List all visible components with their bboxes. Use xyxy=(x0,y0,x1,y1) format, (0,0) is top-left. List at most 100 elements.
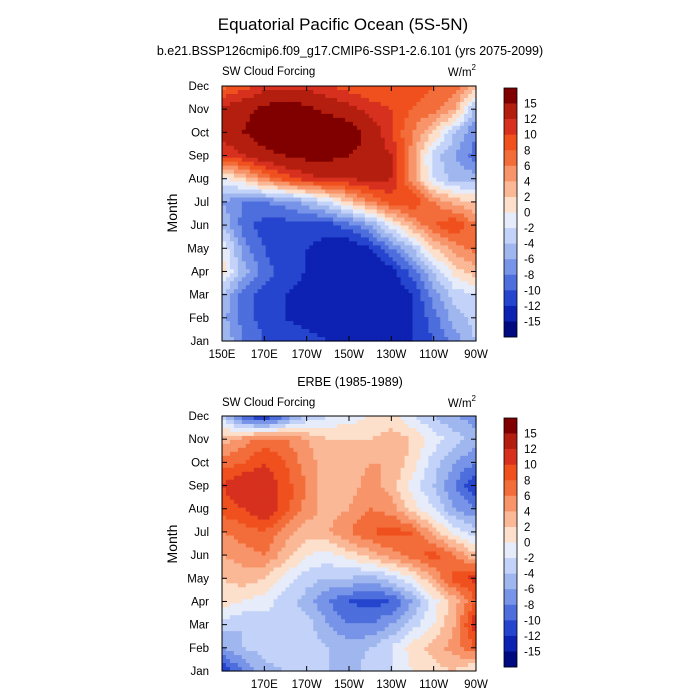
heatmap-cell xyxy=(444,201,449,207)
heatmap-cell xyxy=(273,431,279,437)
heatmap-cell xyxy=(368,261,374,266)
heatmap-cell xyxy=(416,265,422,270)
heatmap-cell xyxy=(329,333,334,338)
heatmap-cell xyxy=(372,305,378,310)
heatmap-cell xyxy=(337,257,342,262)
heatmap-cell xyxy=(345,427,350,433)
heatmap-cell xyxy=(301,309,306,314)
heatmap-cell xyxy=(233,245,239,250)
heatmap-cell xyxy=(237,165,243,171)
heatmap-cell xyxy=(404,439,410,445)
heatmap-cell xyxy=(396,321,402,326)
heatmap-cell xyxy=(444,277,449,282)
heatmap-cell xyxy=(448,435,453,441)
heatmap-cell xyxy=(349,285,354,290)
heatmap-cell xyxy=(448,86,453,91)
heatmap-cell xyxy=(277,189,283,195)
heatmap-cell xyxy=(432,86,437,91)
colorbar-label: -4 xyxy=(524,239,535,251)
heatmap-cell xyxy=(261,197,267,203)
heatmap-cell xyxy=(392,269,398,274)
heatmap-cell xyxy=(380,157,386,163)
heatmap-cell xyxy=(388,197,394,203)
heatmap-cell xyxy=(452,89,457,95)
heatmap-cell xyxy=(277,229,283,235)
heatmap-cell xyxy=(424,229,429,235)
heatmap-cell xyxy=(237,293,243,298)
heatmap-cell xyxy=(233,416,239,421)
heatmap-cell xyxy=(245,309,251,314)
heatmap-cell xyxy=(400,419,406,425)
heatmap-cell xyxy=(233,269,239,274)
heatmap-cell xyxy=(464,93,469,99)
heatmap-cell xyxy=(349,133,354,139)
heatmap-cell xyxy=(337,93,342,99)
heatmap-cell xyxy=(225,257,231,262)
heatmap-cell xyxy=(293,197,299,203)
heatmap-cell xyxy=(436,229,441,235)
heatmap-cell xyxy=(269,153,275,159)
heatmap-cell xyxy=(313,101,318,107)
heatmap-cell xyxy=(257,463,263,469)
heatmap-cell xyxy=(229,245,235,250)
heatmap-cell xyxy=(464,237,469,242)
heatmap-cell xyxy=(301,121,306,127)
heatmap-cell xyxy=(337,281,342,286)
heatmap-cell xyxy=(257,277,263,282)
heatmap-cell xyxy=(416,217,422,223)
heatmap-cell xyxy=(313,201,318,207)
heatmap-cell xyxy=(420,277,426,282)
heatmap-cell xyxy=(372,161,378,167)
heatmap-cell xyxy=(468,269,473,274)
heatmap-cell xyxy=(249,463,255,469)
heatmap-cell xyxy=(460,105,465,111)
heatmap-cell xyxy=(440,337,445,342)
heatmap-cell xyxy=(424,277,429,282)
heatmap-cell xyxy=(277,105,283,111)
heatmap-cell xyxy=(229,237,235,242)
heatmap-cell xyxy=(225,285,231,290)
heatmap-cell xyxy=(436,431,441,437)
heatmap-cell xyxy=(376,169,382,175)
heatmap-cell xyxy=(356,455,362,461)
heatmap-cell xyxy=(313,153,318,159)
heatmap-cell xyxy=(257,209,263,215)
heatmap-cell xyxy=(285,189,291,195)
heatmap-cell xyxy=(233,121,239,127)
heatmap-cell xyxy=(408,423,414,429)
heatmap-cell xyxy=(384,253,390,258)
heatmap-cell xyxy=(281,125,287,131)
heatmap-cell xyxy=(384,109,390,115)
heatmap-cell xyxy=(317,229,322,235)
heatmap-cell xyxy=(289,153,295,159)
heatmap-cell xyxy=(400,253,406,258)
heatmap-cell xyxy=(368,121,374,127)
heatmap-cell xyxy=(380,125,386,131)
heatmap-cell xyxy=(293,233,299,238)
heatmap-cell xyxy=(424,455,429,461)
heatmap-cell xyxy=(297,451,302,457)
heatmap-cell xyxy=(456,281,461,286)
heatmap-cell xyxy=(412,293,418,298)
heatmap-cell xyxy=(360,113,366,119)
heatmap-cell xyxy=(428,431,433,437)
heatmap-cell xyxy=(349,245,354,250)
heatmap-cell xyxy=(309,317,314,322)
heatmap-cell xyxy=(229,305,235,310)
heatmap-cell xyxy=(265,305,271,310)
heatmap-cell xyxy=(309,173,314,179)
heatmap-cell xyxy=(285,329,291,334)
heatmap-cell xyxy=(420,293,426,298)
heatmap-cell xyxy=(376,229,382,235)
heatmap-cell xyxy=(337,431,342,437)
heatmap-cell xyxy=(436,416,441,421)
heatmap-cell xyxy=(329,309,334,314)
heatmap-cell xyxy=(448,121,453,127)
heatmap-cell xyxy=(273,265,279,270)
heatmap-cell xyxy=(356,173,362,179)
heatmap-cell xyxy=(456,329,461,334)
heatmap-cell xyxy=(392,189,398,195)
panel-erbe-ylabel: Month xyxy=(164,525,180,564)
heatmap-cell xyxy=(337,121,342,127)
heatmap-cell xyxy=(456,305,461,310)
